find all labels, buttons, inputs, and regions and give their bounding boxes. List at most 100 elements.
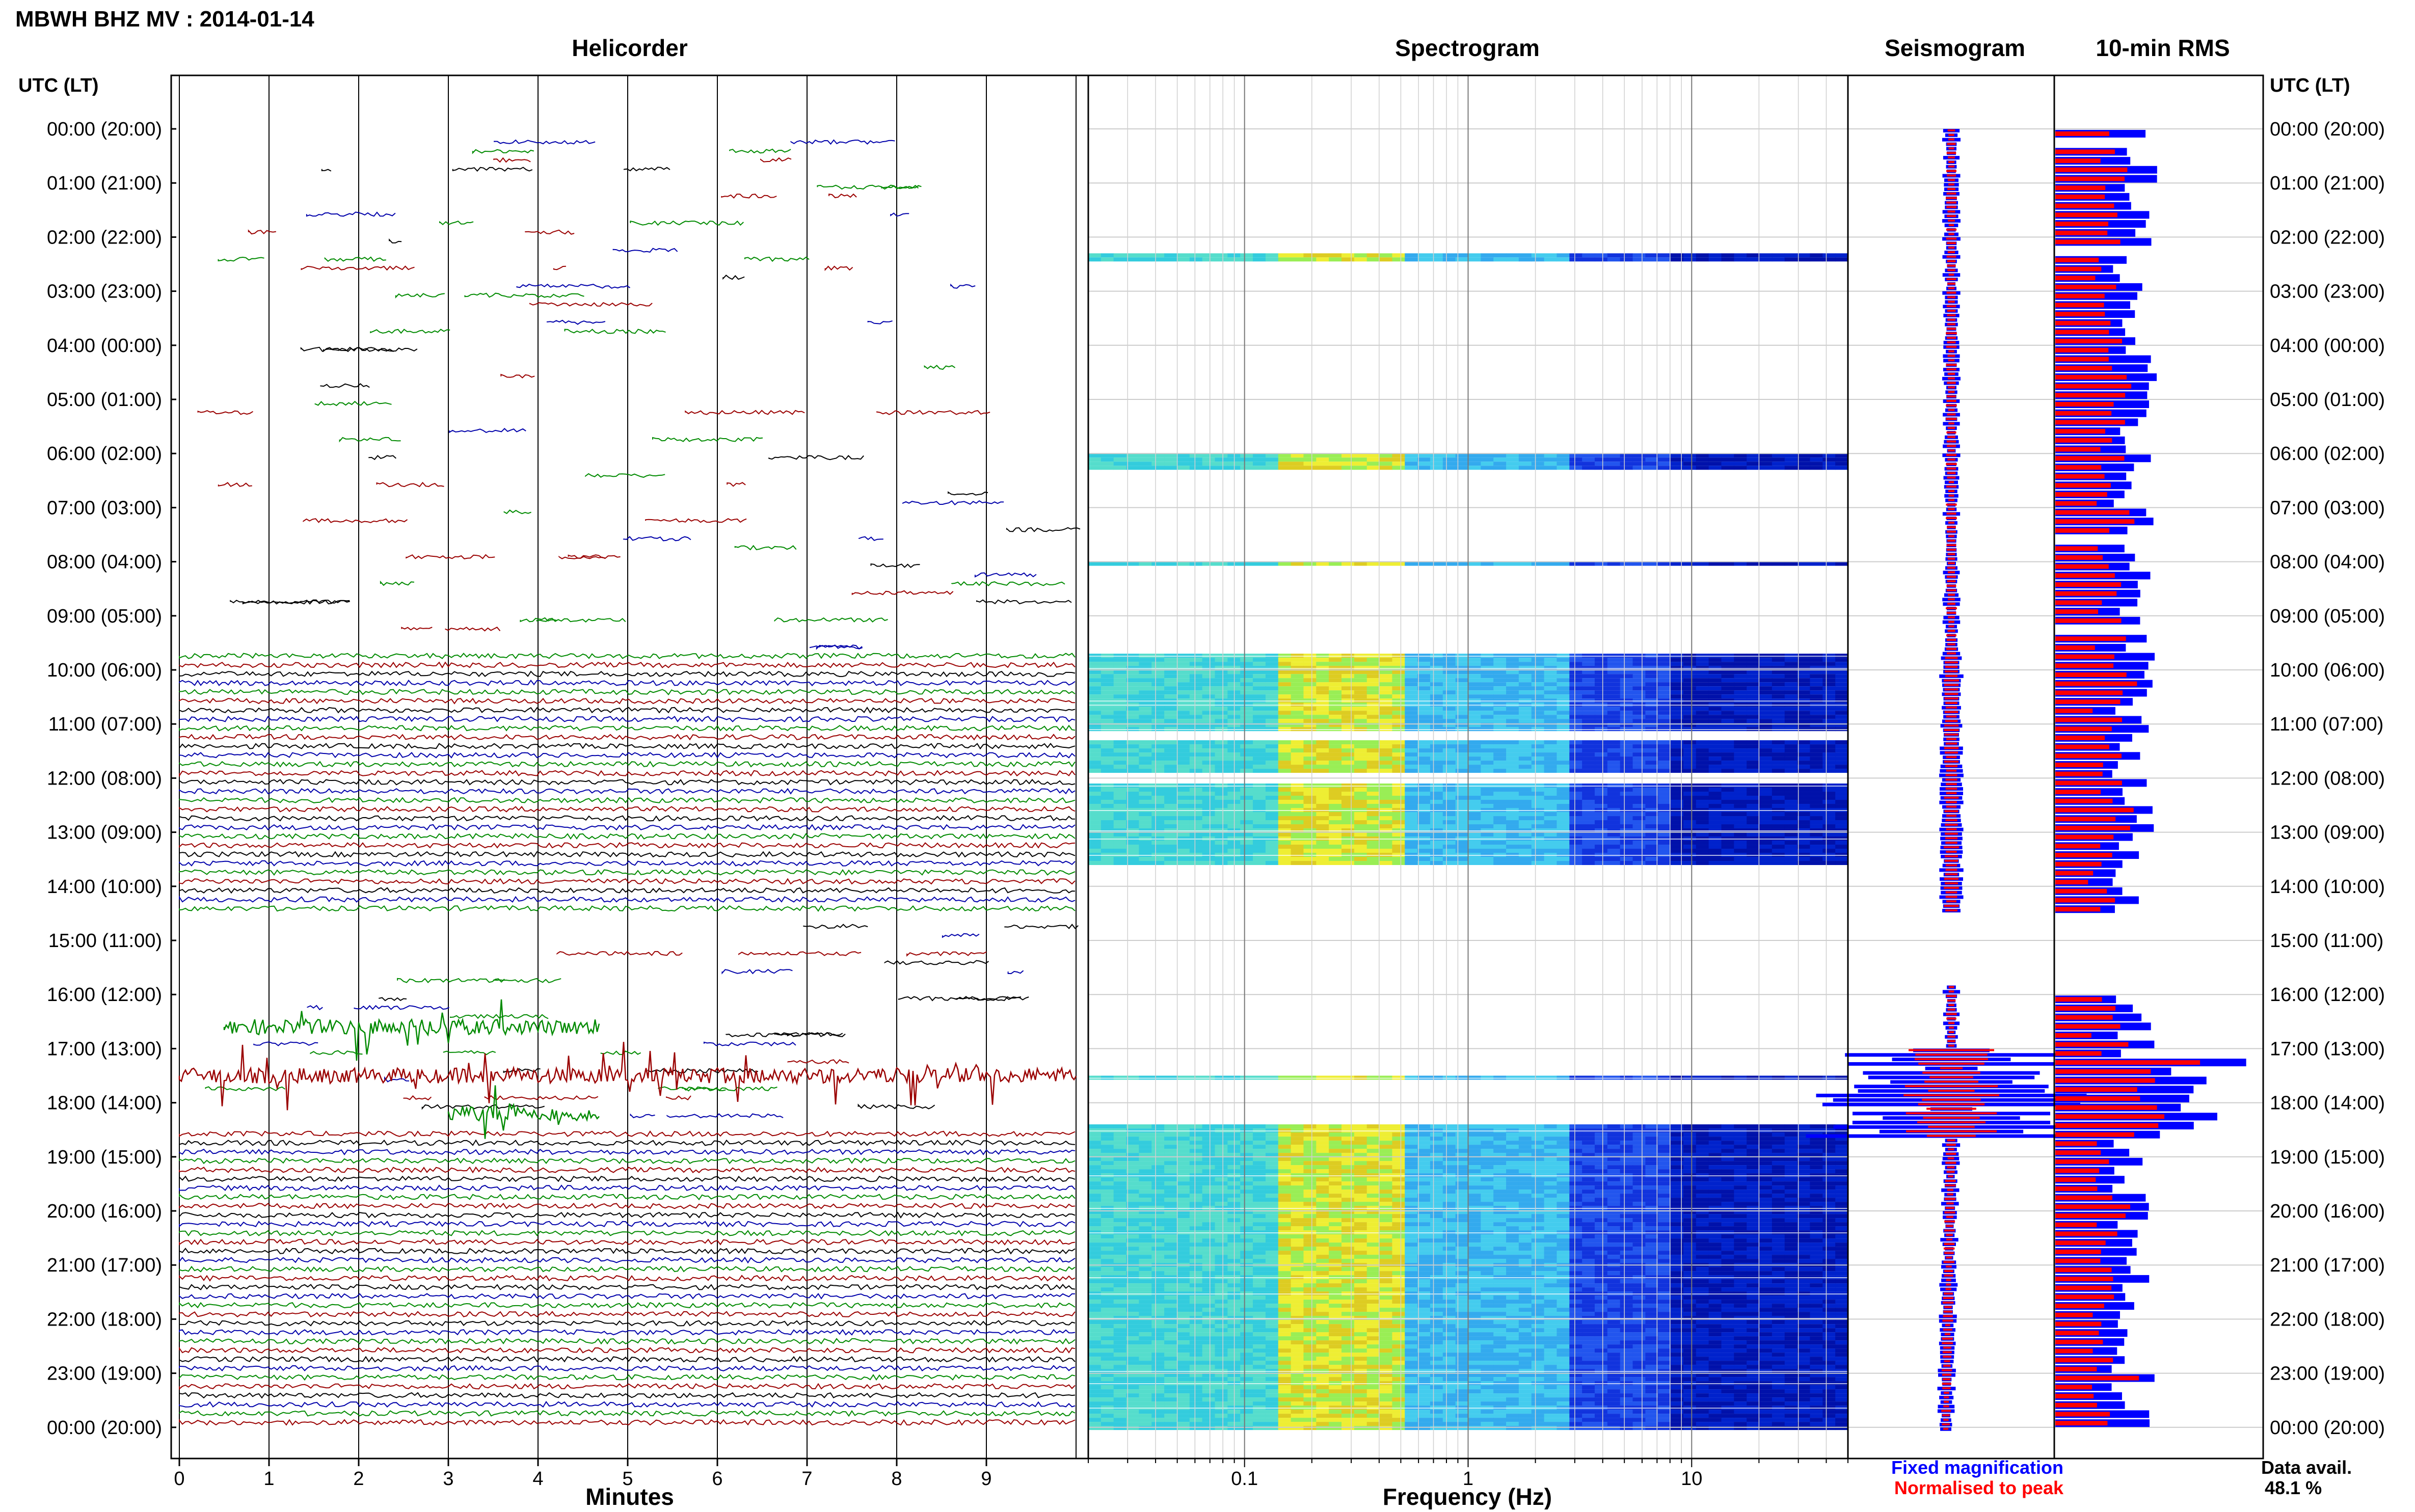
spectrogram-cell [1126, 462, 1139, 466]
spectrogram-cell [1518, 1234, 1532, 1239]
spectrogram-cell [1747, 662, 1760, 666]
spectrogram-cell [1557, 1165, 1570, 1170]
spectrogram-cell [1784, 1210, 1798, 1214]
spectrogram-cell [1582, 690, 1595, 695]
spectrogram-cell [1341, 752, 1355, 757]
spectrogram-cell [1645, 1198, 1658, 1202]
spectrogram-cell [1101, 1141, 1114, 1145]
spectrogram-cell [1810, 690, 1823, 695]
spectrogram-cell [1557, 1137, 1570, 1141]
spectrogram-cell [1253, 832, 1266, 837]
spectrogram-cell [1658, 757, 1671, 761]
spectrogram-cell [1366, 1222, 1380, 1227]
spectrogram-cell [1316, 1226, 1329, 1231]
spectrogram-cell [1139, 757, 1152, 761]
spectrogram-cell [1291, 1153, 1304, 1157]
spectrogram-cell [1721, 561, 1734, 566]
spectrogram-cell [1215, 719, 1228, 723]
spectrogram-cell [1620, 1157, 1633, 1162]
spectrogram-cell [1835, 719, 1848, 723]
spectrogram-cell [1683, 1210, 1697, 1214]
spectrogram-cell [1303, 804, 1317, 808]
spectrogram-cell [1101, 707, 1114, 711]
spectrogram-cell [1379, 662, 1392, 666]
spectrogram-cell [1582, 857, 1595, 861]
spectrogram-cell [1253, 457, 1266, 462]
spectrogram-cell [1215, 761, 1228, 765]
spectrogram-cell [1772, 707, 1785, 711]
spectrogram-cell [1354, 453, 1367, 458]
spectrogram-cell [1544, 857, 1557, 861]
spectrogram-cell [1721, 253, 1734, 258]
spectrogram-cell [1392, 711, 1405, 715]
spectrogram-cell [1835, 1181, 1848, 1186]
spectrogram-cell [1088, 849, 1102, 853]
spectrogram-cell [1683, 1149, 1697, 1153]
spectrogram-cell [1442, 1124, 1456, 1129]
spectrogram-cell [1253, 1153, 1266, 1157]
spectrogram-cell [1126, 1202, 1139, 1206]
spectrogram-cell [1557, 1132, 1570, 1137]
spectrogram-cell [1442, 1194, 1456, 1198]
spectrogram-cell [1303, 744, 1317, 749]
spectrogram-cell [1708, 1226, 1722, 1231]
spectrogram-cell [1265, 253, 1279, 258]
spectrogram-cell [1506, 253, 1519, 258]
spectrogram-cell [1620, 1161, 1633, 1166]
spectrogram-cell [1784, 682, 1798, 687]
spectrogram-cell [1582, 662, 1595, 666]
spectrogram-cell [1797, 748, 1810, 753]
spectrogram-cell [1696, 1161, 1709, 1166]
spectrogram-cell [1101, 453, 1114, 458]
spectrogram-cell [1582, 678, 1595, 683]
spectrogram-cell [1164, 796, 1177, 800]
spectrogram-cell [1215, 1153, 1228, 1157]
spectrogram-cell [1645, 1181, 1658, 1186]
spectrogram-cell [1088, 792, 1102, 796]
spectrogram-cell [1835, 788, 1848, 792]
spectrogram-cell [1265, 674, 1279, 679]
spectrogram-cell [1151, 1202, 1165, 1206]
spectrogram-cell [1341, 670, 1355, 674]
spectrogram-cell [1518, 788, 1532, 792]
spectrogram-cell [1696, 792, 1709, 796]
spectrogram-cell [1113, 457, 1127, 462]
spectrogram-cell [1291, 820, 1304, 825]
spectrogram-cell [1151, 1137, 1165, 1141]
spectrogram-cell [1176, 752, 1190, 757]
spectrogram-cell [1139, 1198, 1152, 1202]
spectrogram-cell [1506, 711, 1519, 715]
spectrogram-cell [1747, 457, 1760, 462]
spectrogram-cell [1278, 257, 1292, 262]
spectrogram-cell [1354, 462, 1367, 466]
spectrogram-cell [1632, 662, 1646, 666]
spectrogram-cell [1708, 804, 1722, 808]
spectrogram-cell [1316, 1137, 1329, 1141]
spectrogram-cell [1468, 561, 1481, 566]
spectrogram-cell [1468, 1165, 1481, 1170]
spectrogram-cell [1772, 1169, 1785, 1174]
spectrogram-cell [1392, 788, 1405, 792]
spectrogram-cell [1721, 1222, 1734, 1227]
spectrogram-cell [1569, 1222, 1582, 1227]
spectrogram-cell [1151, 561, 1165, 566]
spectrogram-cell [1379, 1194, 1392, 1198]
spectrogram-cell [1430, 686, 1443, 691]
spectrogram-cell [1721, 723, 1734, 727]
spectrogram-cell [1430, 1145, 1443, 1149]
spectrogram-cell [1329, 670, 1342, 674]
spectrogram-cell [1354, 1149, 1367, 1153]
spectrogram-cell [1518, 723, 1532, 727]
spectrogram-cell [1582, 561, 1595, 566]
spectrogram-cell [1595, 1157, 1608, 1162]
spectrogram-cell [1329, 1202, 1342, 1206]
spectrogram-cell [1379, 1190, 1392, 1194]
spectrogram-cell [1253, 1202, 1266, 1206]
spectrogram-cell [1658, 812, 1671, 817]
spectrogram-cell [1734, 804, 1747, 808]
spectrogram-cell [1734, 757, 1747, 761]
spectrogram-cell [1278, 1218, 1292, 1223]
spectrogram-cell [1151, 1169, 1165, 1174]
spectrogram-cell [1329, 740, 1342, 745]
spectrogram-cell [1607, 678, 1621, 683]
